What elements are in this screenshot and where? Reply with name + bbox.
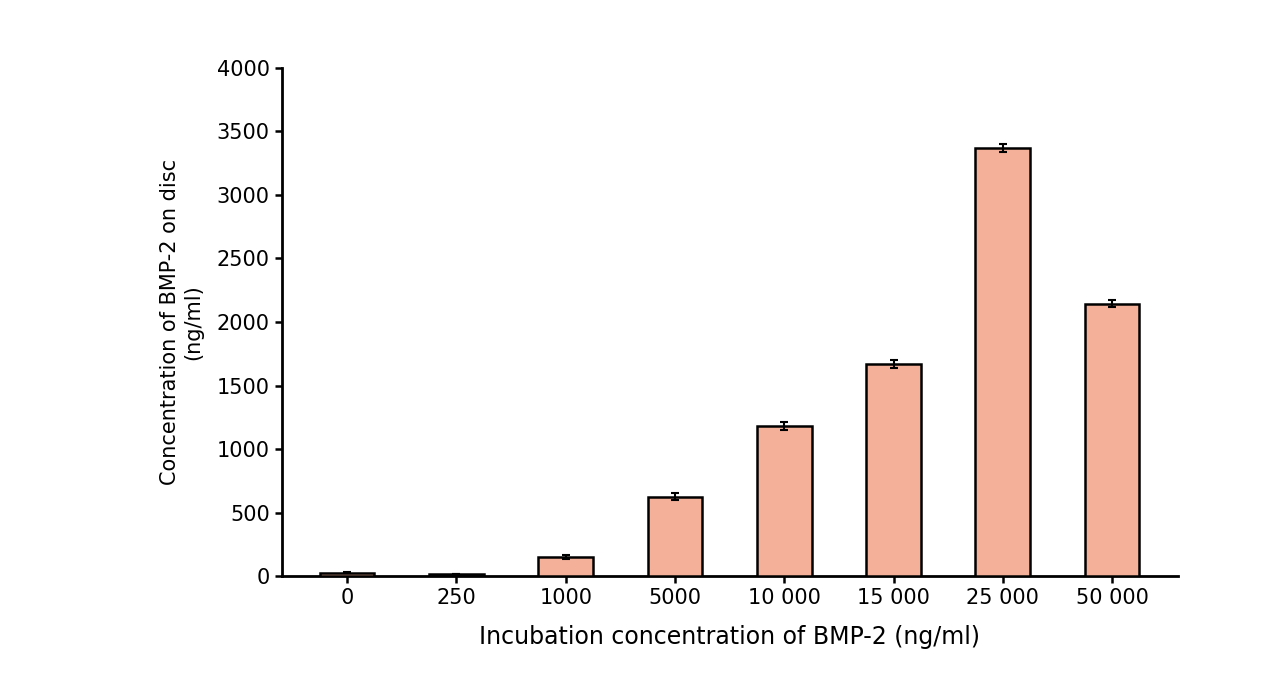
Bar: [756, 426, 812, 576]
Bar: [867, 364, 920, 576]
Bar: [320, 573, 375, 576]
Bar: [539, 557, 593, 576]
Bar: [429, 574, 484, 576]
Bar: [975, 148, 1030, 576]
Bar: [648, 497, 703, 576]
Bar: [1084, 304, 1139, 576]
X-axis label: Incubation concentration of BMP-2 (ng/ml): Incubation concentration of BMP-2 (ng/ml…: [479, 624, 980, 649]
Y-axis label: Concentration of BMP-2 on disc
(ng/ml): Concentration of BMP-2 on disc (ng/ml): [160, 159, 204, 485]
